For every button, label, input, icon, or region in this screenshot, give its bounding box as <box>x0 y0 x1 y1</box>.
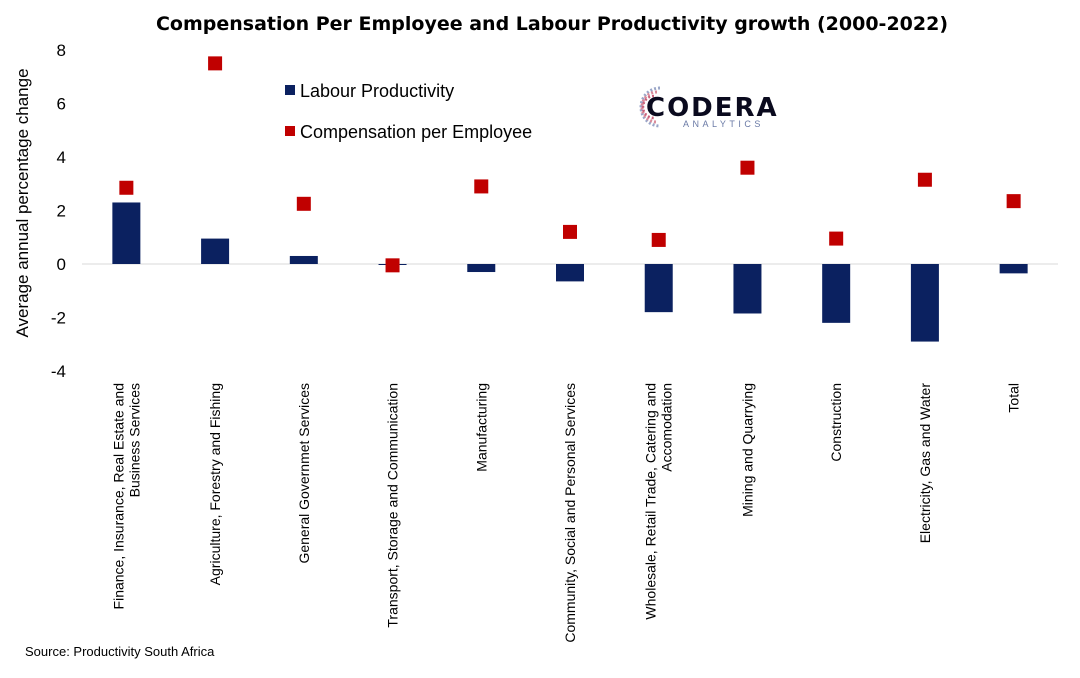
legend-swatch-compensation <box>285 126 295 136</box>
bar-labour-productivity <box>556 264 584 282</box>
y-tick-label: -4 <box>51 362 66 381</box>
category-label: Mining and Quarrying <box>739 383 755 517</box>
y-tick-label: -2 <box>51 309 66 328</box>
category-label: Manufacturing <box>473 383 489 472</box>
codera-logo: CODERA ANALYTICS <box>639 86 779 129</box>
y-tick-label: 2 <box>57 202 66 221</box>
category-label-line: Agriculture, Forestry and Fishing <box>207 383 223 585</box>
category-label-line: Transport, Storage and Communication <box>385 383 401 628</box>
y-axis-label: Average annual percentage change <box>13 68 32 337</box>
category-label-line: Accomodation <box>659 383 675 472</box>
category-label-line: Wholesale, Retail Trade, Catering and <box>643 383 659 620</box>
legend-swatch-labour-productivity <box>285 85 295 95</box>
logo-name: CODERA <box>646 93 779 123</box>
y-axis-ticks: 8 6 4 2 0 -2 -4 <box>51 41 66 381</box>
marker-compensation <box>740 160 755 175</box>
bar-labour-productivity <box>201 238 230 264</box>
compensation-markers <box>119 56 1021 273</box>
category-label: Agriculture, Forestry and Fishing <box>207 383 223 585</box>
category-label: Electricity, Gas and Water <box>917 383 933 544</box>
category-label-line: Community, Social and Personal Services <box>562 383 578 643</box>
category-label-line: Mining and Quarrying <box>739 383 755 517</box>
source-note: Source: Productivity South Africa <box>25 644 215 659</box>
category-label: Construction <box>828 383 844 462</box>
marker-compensation <box>917 172 932 187</box>
category-label: Wholesale, Retail Trade, Catering and Acc… <box>643 383 675 620</box>
logo-mark-icon <box>639 86 661 128</box>
category-label-line: Business Services <box>126 383 142 497</box>
legend-label-labour-productivity: Labour Productivity <box>300 81 454 101</box>
bar-labour-productivity <box>999 264 1028 274</box>
marker-compensation <box>829 231 844 246</box>
marker-compensation <box>563 224 577 239</box>
bar-labour-productivity <box>644 264 673 313</box>
category-label-line: Manufacturing <box>473 383 489 472</box>
category-label: Total <box>1006 383 1022 413</box>
category-label-line: Finance, Insurance, Real Estate and <box>110 383 126 609</box>
marker-compensation <box>296 196 311 211</box>
legend: Labour Productivity Compensation per Emp… <box>285 81 532 142</box>
marker-compensation <box>1006 194 1021 209</box>
marker-compensation <box>119 180 134 195</box>
bar-labour-productivity <box>910 264 939 342</box>
category-label-line: Electricity, Gas and Water <box>917 383 933 544</box>
legend-label-compensation: Compensation per Employee <box>300 122 532 142</box>
bar-labour-productivity <box>822 264 851 323</box>
bar-labour-productivity <box>289 255 318 264</box>
category-label-line: General Governmet Services <box>296 383 312 564</box>
category-label: Transport, Storage and Communication <box>385 383 401 628</box>
bar-labour-productivity <box>733 264 762 314</box>
marker-compensation <box>385 258 400 273</box>
marker-compensation <box>208 56 223 71</box>
category-label: Finance, Insurance, Real Estate and Busin… <box>110 383 142 609</box>
logo-tagline: ANALYTICS <box>683 119 764 129</box>
y-tick-label: 4 <box>57 148 66 167</box>
marker-compensation <box>651 232 666 247</box>
bar-labour-productivity <box>467 264 496 273</box>
category-label: General Governmet Services <box>296 383 312 564</box>
y-tick-label: 8 <box>57 41 66 60</box>
marker-compensation <box>474 179 489 194</box>
category-label-line: Total <box>1006 383 1022 413</box>
y-tick-label: 0 <box>57 255 66 274</box>
chart-title: Compensation Per Employee and Labour Pro… <box>156 13 948 35</box>
category-label-line: Construction <box>828 383 844 462</box>
y-tick-label: 6 <box>57 95 66 114</box>
bar-labour-productivity <box>112 202 141 264</box>
category-label: Community, Social and Personal Services <box>562 383 578 643</box>
category-labels: Finance, Insurance, Real Estate and Busin… <box>110 383 1021 643</box>
labour-productivity-bars <box>112 202 1028 342</box>
